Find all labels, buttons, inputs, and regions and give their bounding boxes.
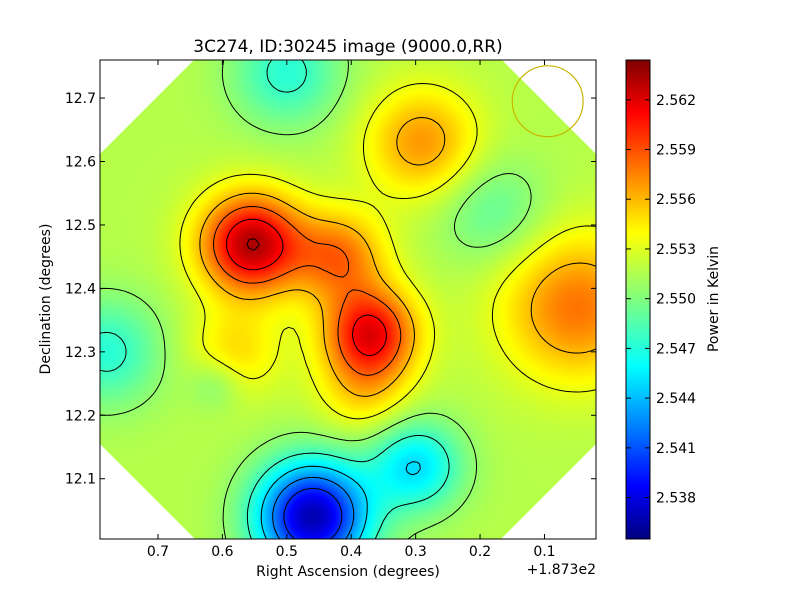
contour-line — [272, 476, 355, 539]
colorbar-gradient — [625, 59, 651, 540]
intensity-map — [100, 60, 596, 539]
y-tick-label: 12.7 — [65, 91, 96, 107]
colorbar-ticks: 2.538 2.541 2.544 2.547 2.550 2.553 2.556 2.559… — [626, 93, 696, 507]
colorbar-tick-label: 2.556 — [656, 192, 696, 208]
contour-line — [260, 461, 421, 539]
x-tick-label: 0.4 — [340, 544, 362, 560]
y-tick-label: 12.6 — [65, 155, 96, 171]
plot-frame — [99, 59, 597, 540]
colorbar-tick-label: 2.559 — [656, 143, 696, 159]
y-axis-label: Declination (degrees) — [38, 224, 54, 375]
y-tick-label: 12.5 — [65, 218, 96, 234]
contour-line — [283, 487, 343, 539]
contour-line — [100, 60, 450, 539]
y-tick-label: 12.3 — [65, 345, 96, 361]
y-tick-label: 12.1 — [65, 472, 96, 488]
colorbar-label: Power in Kelvin — [706, 246, 722, 352]
contour-line — [179, 83, 596, 420]
colorbar-tick-label: 2.562 — [656, 93, 696, 109]
contour-line — [246, 238, 260, 251]
colorbar-tick-label: 2.550 — [656, 292, 696, 308]
x-tick-label: 0.3 — [405, 544, 427, 560]
plot-area — [100, 60, 596, 539]
x-tick-label: 0.7 — [147, 544, 169, 560]
x-axis-ticks: 0.7 0.6 0.5 0.4 0.3 0.2 0.1 — [147, 60, 556, 560]
x-axis-offset-label: +1.873e2 — [527, 562, 596, 578]
x-tick-label: 0.6 — [211, 544, 233, 560]
contour-lines — [100, 60, 596, 539]
x-tick-label: 0.5 — [276, 544, 298, 560]
x-tick-label: 0.1 — [533, 544, 555, 560]
y-axis-ticks: 12.1 12.2 12.3 12.4 12.5 12.6 12.7 — [65, 91, 596, 488]
y-tick-label: 12.4 — [65, 281, 96, 297]
x-tick-label: 0.2 — [469, 544, 491, 560]
heatmap-image — [100, 60, 596, 539]
contour-line — [199, 117, 596, 397]
contour-line — [226, 218, 387, 356]
colorbar: 2.538 2.541 2.544 2.547 2.550 2.553 2.556 2.559… — [625, 59, 722, 540]
colorbar-tick-label: 2.538 — [656, 491, 696, 507]
colorbar-tick-label: 2.553 — [656, 242, 696, 258]
beam-circle — [511, 65, 584, 138]
colorbar-tick-label: 2.544 — [656, 391, 696, 407]
chart-title: 3C274, ID:30245 image (9000.0,RR) — [193, 37, 502, 57]
y-tick-label: 12.2 — [65, 408, 96, 424]
contour-line — [100, 60, 532, 539]
x-axis-label: Right Ascension (degrees) — [256, 564, 440, 580]
colorbar-tick-label: 2.547 — [656, 341, 696, 357]
colorbar-tick-label: 2.541 — [656, 441, 696, 457]
contour-line — [213, 206, 402, 376]
